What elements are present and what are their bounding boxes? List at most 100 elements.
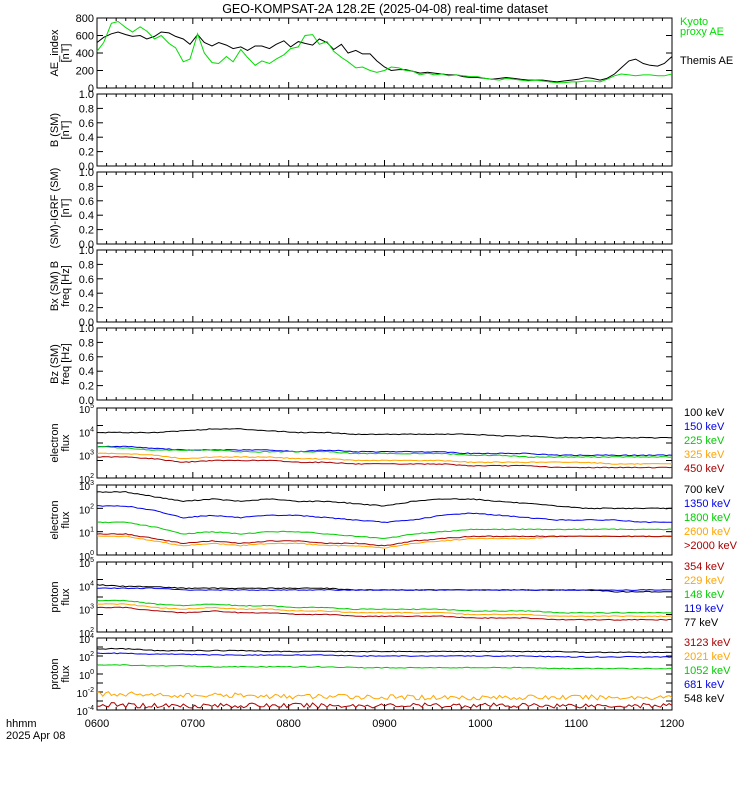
y-tick-label: 105 [79, 557, 94, 570]
panel-8: 10-4 10-2 100 102 104 proton flux 3123 keV 2021 … [49, 633, 731, 718]
series-line [96, 445, 673, 457]
y-tick-label: 102 [79, 503, 94, 516]
legend-entry: 2600 keV [684, 526, 731, 538]
series-line [96, 664, 673, 670]
series-line [96, 452, 673, 465]
legend-entry: Themis AE [680, 55, 733, 67]
y-tick-label: 1.0 [79, 89, 94, 101]
y-tick-label: 0 [88, 83, 94, 95]
series-line [96, 702, 673, 709]
panel-frame [96, 249, 673, 323]
y-tick-label: 0.6 [79, 352, 94, 364]
y-axis-label: flux [60, 434, 72, 452]
x-tick-label: 0800 [276, 718, 300, 730]
series-group-0 [96, 20, 673, 84]
y-axis-label: [nT] [60, 121, 72, 140]
series-line [96, 647, 672, 654]
y-axis-label: freq [Hz] [60, 265, 72, 307]
y-axis-label: electron [49, 423, 61, 462]
panel-frame [96, 327, 673, 401]
legend-entry: 100 keV [684, 407, 725, 419]
x-tick-label: 1000 [468, 718, 492, 730]
legend-entry: Kyoto [680, 16, 708, 28]
y-tick-label: 104 [79, 426, 94, 439]
y-tick-label: 10-4 [77, 705, 94, 718]
legend-entry: 1350 keV [684, 498, 731, 510]
y-axis-label: Bx (SM) B [49, 261, 61, 311]
series-line [96, 584, 673, 593]
y-tick-label: 0.2 [79, 303, 94, 315]
y-tick-label: 1.0 [79, 323, 94, 335]
series-line [96, 533, 673, 547]
y-tick-label: 103 [79, 480, 94, 493]
legend-entry: 548 keV [684, 693, 725, 705]
y-tick-label: 104 [79, 633, 94, 646]
y-tick-label: 1.0 [79, 245, 94, 257]
y-axis-label: (SM)-IGRF (SM) [49, 168, 61, 249]
y-tick-label: 103 [79, 450, 94, 463]
series-line [96, 505, 673, 524]
y-tick-label: 0.6 [79, 196, 94, 208]
y-tick-label: 100 [79, 669, 94, 682]
panel-7: 102 103 104 105 proton flux 354 keV 229 keV 148 … [49, 557, 725, 640]
series-group-7 [96, 584, 673, 621]
series-line [96, 521, 673, 539]
series-line [96, 652, 673, 658]
y-tick-label: 103 [79, 604, 94, 617]
panel-frame [96, 93, 673, 167]
y-tick-label: 101 [79, 527, 94, 540]
y-axis-label: proton [49, 658, 61, 689]
legend-entry: 3123 keV [684, 637, 731, 649]
y-axis-label: AE_index [49, 29, 61, 77]
y-tick-label: 0.4 [79, 210, 94, 222]
series-group-8 [96, 647, 673, 709]
y-axis-label: flux [60, 588, 72, 606]
series-line [96, 491, 673, 510]
y-axis-label: electron [49, 500, 61, 539]
time-axis-label: hhmm [6, 718, 37, 730]
legend-entry: 700 keV [684, 484, 725, 496]
legend-entry: 150 keV [684, 421, 725, 433]
panel-frame [96, 561, 673, 633]
y-tick-label: 0.0 [79, 395, 94, 407]
y-axis-label: flux [60, 511, 72, 529]
y-tick-label: 0.2 [79, 147, 94, 159]
figure-title: GEO-KOMPSAT-2A 128.2E (2025-04-08) real-… [222, 2, 548, 16]
x-tick-label: 1100 [564, 718, 588, 730]
y-tick-label: 0.8 [79, 103, 94, 115]
series-line [96, 535, 673, 549]
series-line [96, 599, 673, 614]
legend-entry: 225 keV [684, 435, 725, 447]
y-tick-label: 104 [79, 580, 94, 593]
y-tick-label: 0.0 [79, 161, 94, 173]
legend-entry: 681 keV [684, 679, 725, 691]
series-line [96, 31, 673, 83]
x-tick-label: 1200 [660, 718, 684, 730]
y-tick-label: 102 [79, 627, 94, 640]
legend-entry: 229 keV [684, 575, 725, 587]
series-line [97, 603, 673, 618]
y-tick-label: 1.0 [79, 167, 94, 179]
series-line [96, 691, 673, 701]
series-line [97, 587, 673, 591]
panel-2: 0.0 0.2 0.4 0.6 0.8 1.0 (SM)-IGRF (SM) [nT] [49, 167, 673, 251]
series-line [96, 446, 673, 458]
y-tick-label: 0.2 [79, 225, 94, 237]
series-line [96, 456, 673, 469]
y-tick-label: 0.6 [79, 274, 94, 286]
legend-entry: 354 keV [684, 561, 725, 573]
y-tick-label: 102 [79, 473, 94, 486]
y-tick-label: 400 [76, 48, 94, 60]
legend-entry: 2021 keV [684, 651, 731, 663]
y-tick-label: 0.4 [79, 288, 94, 300]
panel-4: 0.0 0.2 0.4 0.6 0.8 1.0 Bz (SM) freq [Hz] [49, 323, 673, 407]
y-tick-label: 0.0 [79, 317, 94, 329]
date-label: 2025 Apr 08 [6, 730, 65, 742]
panel-6: 100 101 102 103 electron flux 700 keV 1350 keV 1… [49, 480, 738, 563]
legend-entry: 119 keV [684, 603, 724, 615]
y-tick-label: 0.8 [79, 259, 94, 271]
